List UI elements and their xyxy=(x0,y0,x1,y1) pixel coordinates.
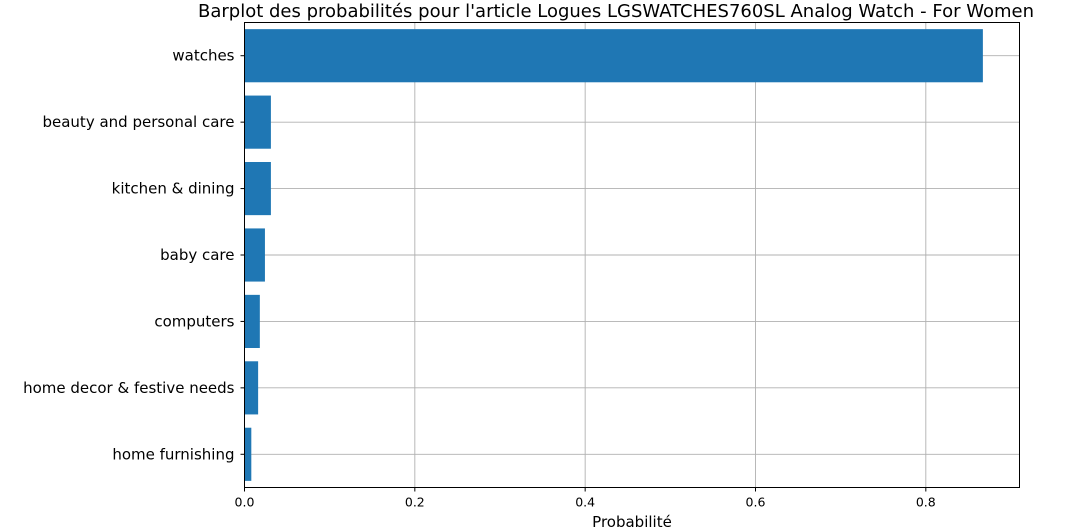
y-axis: watches beauty and personal care kitchen &… xyxy=(23,47,245,463)
bar xyxy=(244,228,265,282)
bar xyxy=(244,162,271,216)
category-label: computers xyxy=(154,312,234,330)
x-tick-label: 0.4 xyxy=(575,495,595,510)
bar xyxy=(244,294,260,348)
category-label: beauty and personal care xyxy=(42,113,234,131)
category-label: home furnishing xyxy=(112,445,234,463)
bars xyxy=(244,29,983,481)
x-axis: 0.0 0.2 0.4 0.6 0.8 xyxy=(235,487,936,510)
bar xyxy=(244,29,983,83)
x-tick-label: 0.8 xyxy=(916,495,936,510)
bar xyxy=(244,361,259,415)
x-tick-label: 0.6 xyxy=(746,495,766,510)
grid-lines xyxy=(244,22,1020,488)
category-label: kitchen & dining xyxy=(112,180,235,198)
x-axis-label: Probabilité xyxy=(592,513,672,530)
x-tick-label: 0.0 xyxy=(235,495,255,510)
category-label: home decor & festive needs xyxy=(23,379,235,397)
bar xyxy=(244,427,252,481)
chart-title: Barplot des probabilités pour l'article … xyxy=(198,1,1034,22)
x-tick-label: 0.2 xyxy=(405,495,425,510)
category-label: watches xyxy=(172,47,234,65)
category-label: baby care xyxy=(160,246,234,264)
bar xyxy=(244,95,271,149)
